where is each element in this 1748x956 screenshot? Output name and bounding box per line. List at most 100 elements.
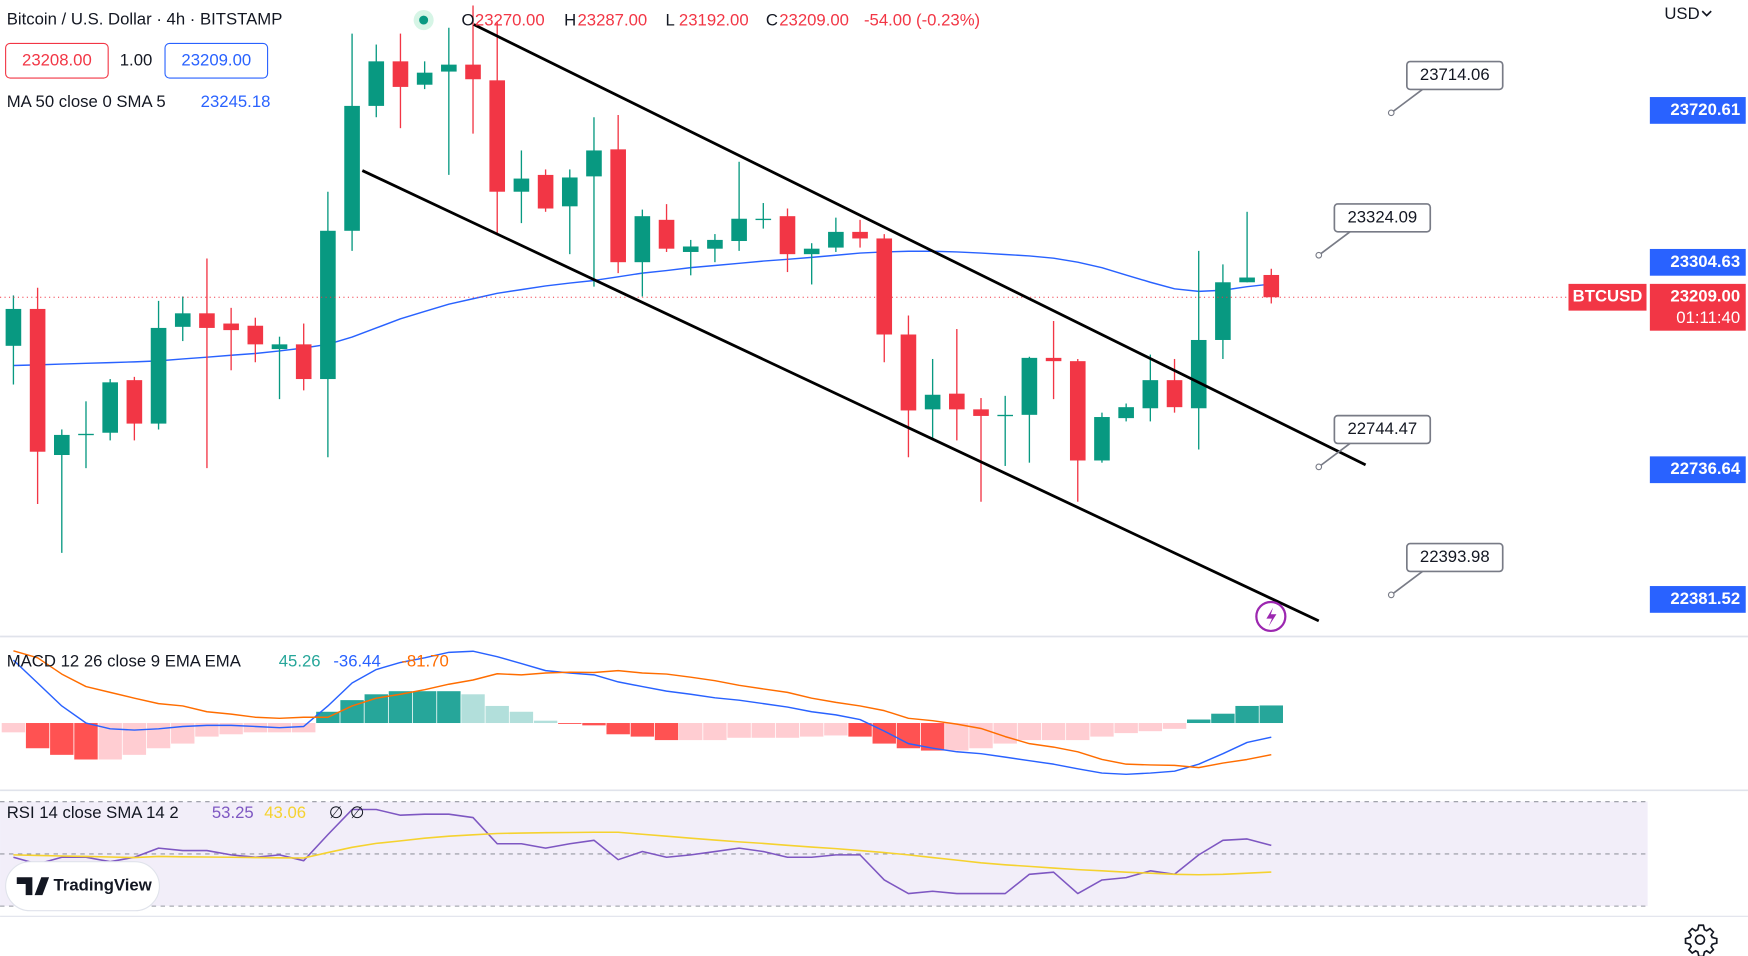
- histogram-bar: [945, 723, 969, 751]
- candle-body: [53, 434, 70, 456]
- hist-value: 45.26: [279, 652, 321, 671]
- level-label: 22736.64: [1670, 459, 1740, 478]
- candle-body: [1118, 407, 1134, 419]
- candle-body: [707, 239, 723, 249]
- histogram-bar: [872, 723, 896, 744]
- rsi-line: [13, 831, 1272, 876]
- candle-body: [779, 216, 796, 255]
- histogram-bar: [824, 723, 848, 736]
- logo-box[interactable]: [5, 861, 161, 912]
- rsi-line: [13, 808, 1272, 895]
- candle-body: [1142, 380, 1159, 409]
- candle-body: [876, 238, 893, 335]
- candle-body: [513, 178, 530, 192]
- histogram-bar: [606, 723, 630, 735]
- watermark: TradingView: [54, 876, 153, 895]
- histogram-bar: [1211, 713, 1235, 724]
- candle-body: [5, 308, 22, 346]
- histogram-bar: [1090, 723, 1114, 737]
- callout-label: 23714.06: [1420, 65, 1490, 84]
- candle-body: [441, 64, 457, 72]
- callout-pointer: [1390, 88, 1423, 114]
- histogram-bar: [1114, 723, 1138, 734]
- histogram-bar: [533, 720, 558, 724]
- callout-pointer: [1318, 231, 1351, 256]
- candle-body: [537, 174, 554, 209]
- histogram-bar: [775, 723, 800, 738]
- candle-body: [174, 313, 191, 327]
- candle-body: [997, 414, 1014, 417]
- ohlc-value: 23270.00: [475, 11, 545, 30]
- callout-label: 23324.09: [1347, 207, 1417, 226]
- status-dot-core: [419, 15, 429, 25]
- histogram-bar: [896, 723, 921, 749]
- histogram-bar: [799, 723, 824, 737]
- ask-box[interactable]: [164, 42, 269, 79]
- candle-body: [828, 231, 844, 248]
- histogram-bar: [364, 694, 388, 724]
- ohlc-value: 23287.00: [577, 11, 647, 30]
- histogram-bar: [848, 723, 872, 737]
- histogram-bar: [50, 723, 74, 755]
- settings-icon-core: [1694, 934, 1706, 946]
- histogram-bar: [388, 691, 413, 724]
- histogram-bar: [219, 723, 243, 735]
- candle-body: [1021, 357, 1038, 415]
- signal-value: -81.70: [401, 652, 448, 671]
- trend-line[interactable]: [473, 23, 1367, 467]
- histogram-bar: [1138, 723, 1163, 732]
- rsi-title: RSI 14 close SMA 14 2: [7, 803, 179, 822]
- histogram-bar: [920, 723, 945, 751]
- ohlc-value: 23192.00: [679, 11, 749, 30]
- level-label-box: [1649, 248, 1746, 276]
- histogram-bar: [461, 694, 485, 724]
- candle-body: [586, 150, 602, 177]
- candle-body: [924, 394, 941, 410]
- ask-label: 23209.00: [181, 51, 251, 70]
- overlay-layer: [0, 10, 1748, 956]
- level-label: 23304.63: [1670, 252, 1740, 271]
- histogram-bar: [195, 723, 219, 737]
- settings-icon[interactable]: [1684, 924, 1718, 956]
- ma-legend: MA 50 close 0 SMA 5: [7, 92, 166, 111]
- histogram-bar: [1235, 705, 1259, 724]
- trend-line[interactable]: [361, 169, 1320, 623]
- level-label: 22381.52: [1670, 589, 1740, 608]
- ohlc-letter: L: [666, 11, 675, 30]
- candle-body: [1069, 361, 1086, 461]
- callout-box: [1406, 542, 1504, 573]
- macd-title: MACD 12 26 close 9 EMA EMA: [7, 652, 242, 671]
- rsi-legend-extra: ∅: [350, 803, 365, 822]
- histogram-bar: [340, 700, 364, 724]
- callout-anchor: [1387, 591, 1395, 599]
- legend-backdrop: [0, 91, 288, 114]
- candle-body: [634, 216, 651, 263]
- candle-body: [489, 80, 506, 192]
- histogram-bar: [98, 723, 122, 760]
- candle-body: [150, 327, 167, 424]
- currency: USD: [1664, 4, 1699, 23]
- candle-body: [852, 231, 868, 239]
- chart-title: Bitcoin / U.S. Dollar · 4h · BITSTAMP: [7, 9, 283, 28]
- candle-body: [803, 248, 820, 255]
- rsi-value: 53.25: [212, 803, 254, 822]
- candle-body: [78, 433, 94, 436]
- bid-box[interactable]: [5, 42, 109, 79]
- histogram-bar: [582, 723, 606, 726]
- currency-chevron[interactable]: [1701, 10, 1712, 17]
- histogram-bar: [1066, 723, 1090, 741]
- histogram-bar: [1162, 723, 1187, 729]
- histogram-bar: [25, 723, 50, 749]
- signal-line: [13, 650, 1272, 769]
- macd-value: -36.44: [333, 652, 380, 671]
- histogram-bar: [509, 711, 534, 724]
- candle-body: [344, 105, 360, 231]
- level-label-box: [1649, 97, 1746, 124]
- histogram-bar: [1187, 719, 1211, 724]
- grid-layer: [0, 801, 1648, 907]
- histogram-bar: [1041, 723, 1066, 741]
- candle-body: [973, 409, 989, 416]
- histogram-bar: [122, 723, 147, 755]
